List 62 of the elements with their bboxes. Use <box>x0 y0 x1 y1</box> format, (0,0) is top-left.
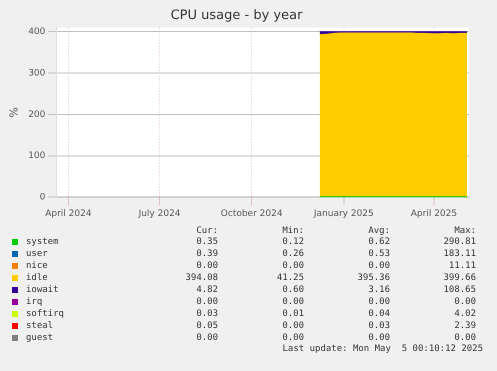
text: 0.00 <box>367 297 390 307</box>
legend-label: guest <box>25 333 54 343</box>
text: 399.66 <box>442 273 476 283</box>
text: 0.00 <box>281 333 304 343</box>
legend-label: user <box>25 249 49 259</box>
text: Min: <box>281 226 304 236</box>
text: 2.39 <box>453 321 476 331</box>
text: Avg: <box>367 226 390 236</box>
text: 0.00 <box>453 297 476 307</box>
text: 0.00 <box>367 333 390 343</box>
text: Cur: <box>195 226 218 236</box>
legend-label: idle <box>25 273 49 283</box>
text: 41.25 <box>276 273 304 283</box>
x-tick-label: April 2024 <box>45 208 92 219</box>
text: 0.35 <box>195 237 218 247</box>
text: 0.00 <box>195 297 218 307</box>
text: 0.53 <box>367 249 390 259</box>
chart-title: CPU usage - by year <box>170 8 304 24</box>
text: 0.00 <box>281 297 304 307</box>
text: 0.12 <box>281 237 304 247</box>
text: 4.82 <box>195 285 218 295</box>
text: 0.03 <box>195 309 218 319</box>
text: 394.08 <box>184 273 218 283</box>
text: 0.03 <box>367 321 390 331</box>
x-tick-label: April 2025 <box>410 208 458 219</box>
y-tick-label: 0 <box>40 192 46 203</box>
y-tick-label: 300 <box>28 68 46 78</box>
y-axis-title: % <box>7 107 20 118</box>
text: 11.11 <box>448 261 476 271</box>
legend-label: system <box>25 237 60 247</box>
text: 0.60 <box>281 285 304 295</box>
text: 0.00 <box>195 261 218 271</box>
text: 395.36 <box>356 273 390 283</box>
x-tick-label: October 2024 <box>220 208 283 219</box>
text: 3.16 <box>367 285 390 295</box>
y-tick-label: 400 <box>28 27 46 38</box>
text: 0.00 <box>367 261 390 271</box>
text: Max: <box>453 226 476 236</box>
legend-label: steal <box>25 321 54 331</box>
text: 183.11 <box>442 249 476 259</box>
text: Last update: Mon May 5 00:10:12 2025 <box>282 344 484 354</box>
legend-label: iowait <box>25 285 60 295</box>
text: 0.01 <box>281 309 304 319</box>
text: 4.02 <box>453 309 476 319</box>
text: 0.62 <box>367 237 390 247</box>
text: 0.00 <box>281 321 304 331</box>
text: 0.04 <box>367 309 390 319</box>
text: 0.00 <box>281 261 304 271</box>
text: 290.81 <box>442 237 476 247</box>
text: 0.00 <box>195 333 218 343</box>
y-tick-label: 100 <box>28 151 46 162</box>
legend-label: nice <box>25 261 49 271</box>
text: 0.00 <box>453 333 476 343</box>
x-tick-label: July 2024 <box>138 208 181 219</box>
text: 108.65 <box>442 285 476 295</box>
x-tick-label: January 2025 <box>312 208 374 219</box>
text: 0.39 <box>195 249 218 259</box>
legend-label: softirq <box>25 309 65 319</box>
legend-label: irq <box>25 297 44 307</box>
y-tick-label: 200 <box>28 110 46 120</box>
text: 0.26 <box>281 249 304 259</box>
text: 0.05 <box>195 321 218 331</box>
